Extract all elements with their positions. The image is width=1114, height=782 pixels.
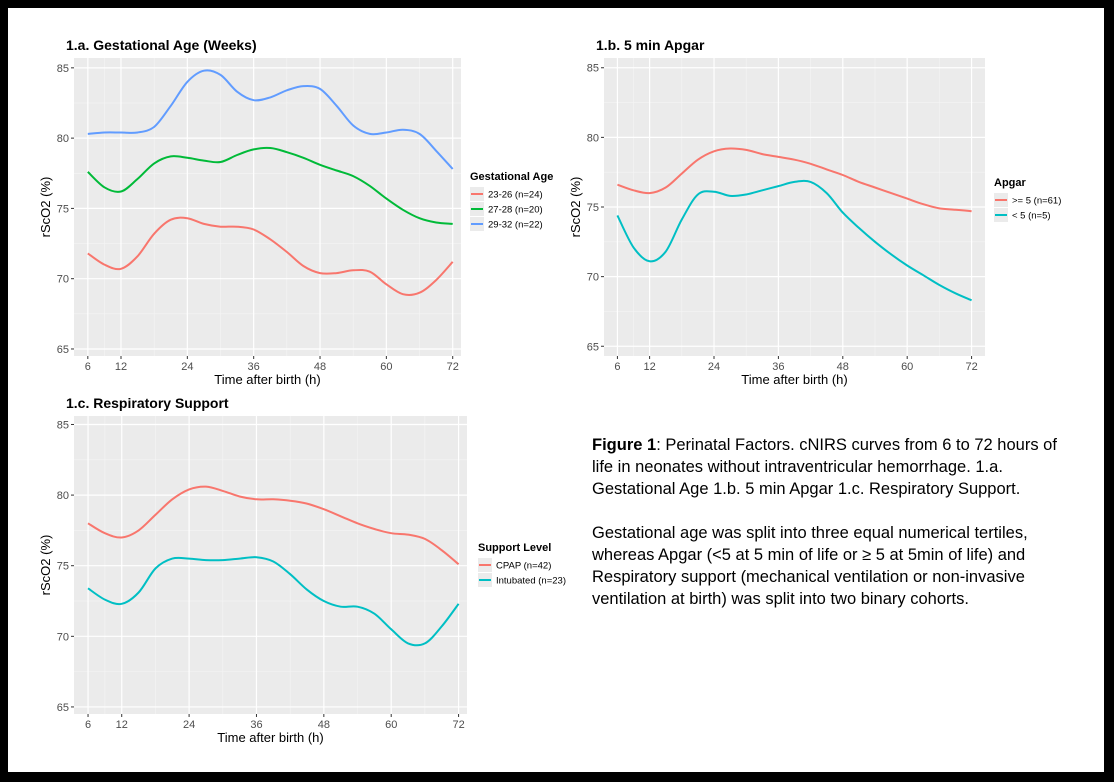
y-tick-label: 80: [57, 490, 69, 502]
x-tick-label: 12: [116, 719, 128, 731]
x-tick-label: 6: [614, 361, 620, 373]
chart-title: 1.a. Gestational Age (Weeks): [66, 37, 257, 53]
chart-title: 1.c. Respiratory Support: [66, 395, 229, 411]
chart-svg: 1.a. Gestational Age (Weeks) 65 70 75 80 85 6 1…: [38, 37, 553, 387]
chart-panel-respiratory-support: 1.c. Respiratory Support 65 70 75 80 85 6 12 24 3…: [38, 395, 578, 746]
y-tick-label: 75: [57, 561, 69, 573]
legend-label: 23-26 (n=24): [488, 190, 543, 201]
y-tick-label: 65: [57, 702, 69, 714]
x-tick-label: 72: [447, 361, 459, 373]
x-axis-label: Time after birth (h): [741, 372, 847, 387]
legend-label: >= 5 (n=61): [1012, 196, 1061, 207]
chart-legend: Apgar >= 5 (n=61) < 5 (n=5): [994, 177, 1061, 222]
y-tick-label: 70: [57, 631, 69, 643]
y-tick-label: 85: [57, 63, 69, 75]
legend-title: Apgar: [994, 177, 1027, 189]
legend-label: 29-32 (n=22): [488, 220, 543, 231]
legend-label: < 5 (n=5): [1012, 211, 1051, 222]
figure-canvas: 1.a. Gestational Age (Weeks) 65 70 75 80 85 6 1…: [8, 8, 1104, 772]
x-axis-label: Time after birth (h): [217, 730, 323, 745]
y-tick-label: 70: [587, 272, 599, 284]
series-line: [616, 179, 973, 302]
x-tick-label: 12: [643, 361, 655, 373]
y-tick-label: 80: [587, 132, 599, 144]
y-tick-label: 80: [57, 133, 69, 145]
y-axis-label: rScO2 (%): [38, 177, 53, 238]
legend-title: Gestational Age: [470, 171, 553, 183]
chart-svg: 1.c. Respiratory Support 65 70 75 80 85 6 12 24 3…: [38, 395, 566, 745]
x-tick-label: 72: [452, 719, 464, 731]
y-tick-label: 85: [587, 63, 599, 75]
x-tick-label: 36: [248, 361, 260, 373]
series-line: [87, 146, 453, 225]
series-line: [87, 69, 454, 170]
x-tick-label: 24: [708, 361, 720, 373]
caption-paragraph-2: Gestational age was split into three equ…: [592, 524, 1028, 608]
chart-legend: Gestational Age 23-26 (n=24) 27-28 (n=20) 2…: [470, 171, 553, 231]
x-tick-label: 72: [965, 361, 977, 373]
x-tick-label: 36: [772, 361, 784, 373]
chart-title: 1.b. 5 min Apgar: [596, 37, 705, 53]
legend-label: Intubated (n=23): [496, 576, 566, 587]
chart-panel-apgar: 1.b. 5 min Apgar 65 70 75 80 85 6 12 24 36 48 60 72 T…: [568, 37, 1104, 388]
legend-label: 27-28 (n=20): [488, 205, 543, 216]
x-tick-label: 36: [250, 719, 262, 731]
x-axis-label: Time after birth (h): [214, 372, 320, 387]
y-tick-label: 70: [57, 274, 69, 286]
series-line: [87, 216, 454, 296]
series-line: [617, 147, 972, 213]
chart-svg: 1.b. 5 min Apgar 65 70 75 80 85 6 12 24 36 48 60 72 T…: [568, 37, 1061, 387]
y-tick-label: 75: [587, 202, 599, 214]
plot-background: [74, 58, 461, 356]
y-tick-label: 65: [587, 341, 599, 353]
x-tick-label: 48: [318, 719, 330, 731]
x-tick-label: 60: [385, 719, 397, 731]
y-tick-label: 65: [57, 344, 69, 356]
legend-title: Support Level: [478, 542, 551, 554]
x-tick-label: 12: [115, 361, 127, 373]
y-axis-label: rScO2 (%): [568, 177, 583, 238]
y-axis-label: rScO2 (%): [38, 535, 53, 596]
y-tick-label: 75: [57, 203, 69, 215]
chart-legend: Support Level CPAP (n=42) Intubated (n=23): [478, 542, 566, 587]
plot-background: [74, 416, 467, 714]
caption-paragraph-1: Figure 1: Perinatal Factors. cNIRS curve…: [592, 434, 1082, 500]
x-tick-label: 48: [837, 361, 849, 373]
x-tick-label: 48: [314, 361, 326, 373]
y-tick-label: 85: [57, 419, 69, 431]
x-tick-label: 24: [183, 719, 195, 731]
chart-panel-gestational-age: 1.a. Gestational Age (Weeks) 65 70 75 80 85 6 1…: [38, 37, 578, 388]
legend-label: CPAP (n=42): [496, 561, 551, 572]
x-tick-label: 6: [85, 361, 91, 373]
x-tick-label: 60: [380, 361, 392, 373]
series-line: [87, 556, 460, 647]
caption-figure-text: : Perinatal Factors. cNIRS curves from 6…: [592, 436, 1057, 498]
series-line: [87, 485, 460, 566]
x-tick-label: 60: [901, 361, 913, 373]
x-tick-label: 6: [85, 719, 91, 731]
x-tick-label: 24: [181, 361, 193, 373]
figure-caption: Figure 1: Perinatal Factors. cNIRS curve…: [592, 434, 1082, 632]
caption-figure-label: Figure 1: [592, 436, 657, 454]
